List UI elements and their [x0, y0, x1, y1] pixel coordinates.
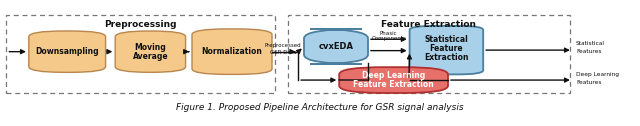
Text: Feature: Feature	[429, 44, 463, 53]
Text: Feature Extraction: Feature Extraction	[353, 80, 434, 89]
FancyBboxPatch shape	[410, 26, 483, 74]
Text: Features: Features	[576, 80, 602, 85]
Text: Normalization: Normalization	[202, 47, 262, 56]
Text: Statistical: Statistical	[576, 41, 605, 46]
Text: Features: Features	[576, 49, 602, 54]
FancyBboxPatch shape	[192, 29, 272, 74]
FancyBboxPatch shape	[304, 29, 368, 64]
Bar	[6, 15, 275, 93]
Text: Preprocessed: Preprocessed	[265, 43, 301, 49]
Text: Statistical: Statistical	[424, 35, 468, 44]
Text: Downsampling: Downsampling	[35, 47, 99, 56]
Text: Deep Learning: Deep Learning	[362, 71, 425, 80]
Text: Figure 1. Proposed Pipeline Architecture for GSR signal analysis: Figure 1. Proposed Pipeline Architecture…	[176, 103, 464, 112]
Text: Preprocessing: Preprocessing	[104, 20, 177, 29]
Text: cvxEDA: cvxEDA	[319, 42, 353, 51]
Text: Moving: Moving	[134, 42, 166, 52]
FancyBboxPatch shape	[29, 31, 106, 72]
Text: Deep Learning: Deep Learning	[576, 72, 619, 77]
Text: Phasic: Phasic	[380, 31, 397, 36]
Text: GSR Data: GSR Data	[270, 50, 296, 55]
Text: Extraction: Extraction	[424, 53, 468, 62]
FancyBboxPatch shape	[339, 67, 448, 93]
Text: Average: Average	[132, 52, 168, 61]
FancyBboxPatch shape	[115, 31, 186, 72]
Bar	[288, 15, 570, 93]
Text: Components: Components	[371, 36, 406, 41]
Text: Feature Extraction: Feature Extraction	[381, 20, 476, 29]
